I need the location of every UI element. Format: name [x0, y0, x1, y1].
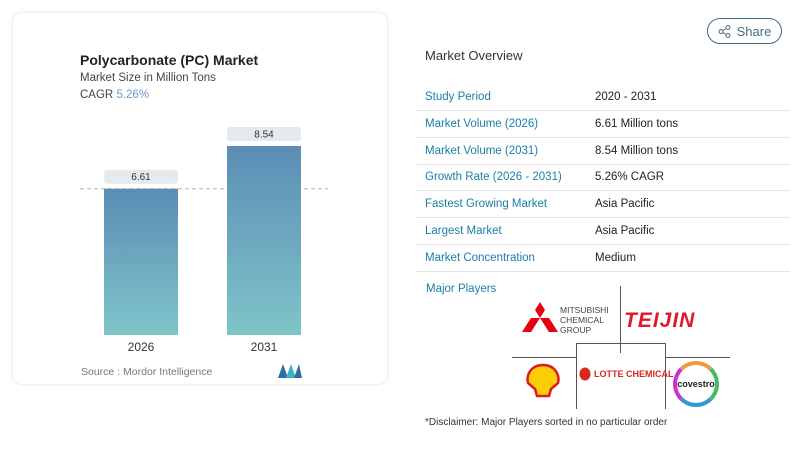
overview-row: Largest Market Asia Pacific — [416, 218, 790, 245]
row-label: Market Concentration — [425, 251, 535, 264]
chart-card — [12, 12, 388, 385]
share-icon — [718, 24, 731, 38]
overview-row: Market Volume (2031) 8.54 Million tons — [416, 138, 790, 165]
row-value: Asia Pacific — [595, 225, 655, 237]
divider — [576, 343, 666, 409]
mitsubishi-diamonds-icon — [522, 302, 558, 332]
covestro-logo: covestro — [673, 361, 719, 407]
x-tick-label: 2031 — [251, 340, 278, 354]
data-label-bg — [104, 169, 178, 184]
cagr-label: CAGR — [80, 89, 114, 101]
bar-chart: 6.61 2026 8.54 2031 — [80, 127, 328, 354]
divider — [665, 357, 730, 358]
divider — [620, 286, 621, 353]
row-label: Market Volume (2026) — [425, 117, 539, 130]
lotte-logo: LOTTE CHEMICAL — [579, 367, 674, 381]
shell-icon — [526, 363, 560, 398]
cagr-value: 5.26% — [116, 89, 150, 101]
data-label-bg — [227, 127, 301, 141]
overview-row: Market Volume (2026) 6.61 Million tons — [416, 111, 790, 138]
row-value: Asia Pacific — [595, 198, 655, 211]
bar-2031 — [227, 146, 301, 335]
overview-title: Market Overview — [425, 48, 523, 63]
row-value: Medium — [595, 251, 636, 264]
row-value: 5.26% CAGR — [595, 171, 665, 184]
chart-subtitle: Market Size in Million Tons — [80, 72, 216, 84]
overview-row: Growth Rate (2026 - 2031) 5.26% CAGR — [416, 164, 790, 192]
row-label: Market Volume (2031) — [425, 144, 539, 157]
row-value: 2020 - 2031 — [595, 91, 657, 103]
row-label: Study Period — [425, 91, 491, 103]
overview-row: Fastest Growing Market Asia Pacific — [416, 191, 790, 219]
lotte-text: LOTTE CHEMICAL — [594, 369, 674, 379]
major-players-label: Major Players — [426, 283, 497, 295]
overview-row: Market Concentration Medium — [416, 245, 790, 272]
share-label: Share — [736, 23, 772, 39]
chart-title: Polycarbonate (PC) Market — [80, 52, 259, 68]
bar-2026 — [104, 188, 178, 335]
mitsubishi-logo — [520, 302, 560, 337]
row-label: Growth Rate (2026 - 2031) — [425, 171, 562, 184]
row-label: Fastest Growing Market — [425, 198, 548, 211]
data-label: 6.61 — [131, 172, 151, 183]
share-button[interactable]: Share — [707, 18, 782, 44]
lotte-icon — [579, 367, 591, 381]
cagr: CAGR 5.26% — [80, 89, 149, 101]
teijin-logo: TEIJIN — [624, 309, 696, 332]
divider — [512, 357, 576, 358]
row-value: 6.61 Million tons — [595, 117, 679, 130]
mordor-logo-icon — [278, 364, 302, 378]
overview-row: Study Period 2020 - 2031 — [416, 84, 790, 111]
row-value: 8.54 Million tons — [595, 144, 679, 157]
disclaimer: *Disclaimer: Major Players sorted in no … — [425, 417, 668, 428]
data-label: 8.54 — [254, 130, 274, 141]
mitsubishi-text: MITSUBISHI CHEMICAL GROUP — [560, 305, 609, 335]
source: Source : Mordor Intelligence — [81, 366, 213, 378]
x-tick-label: 2026 — [128, 340, 155, 354]
row-label: Largest Market — [425, 225, 502, 237]
shell-logo — [525, 363, 561, 403]
